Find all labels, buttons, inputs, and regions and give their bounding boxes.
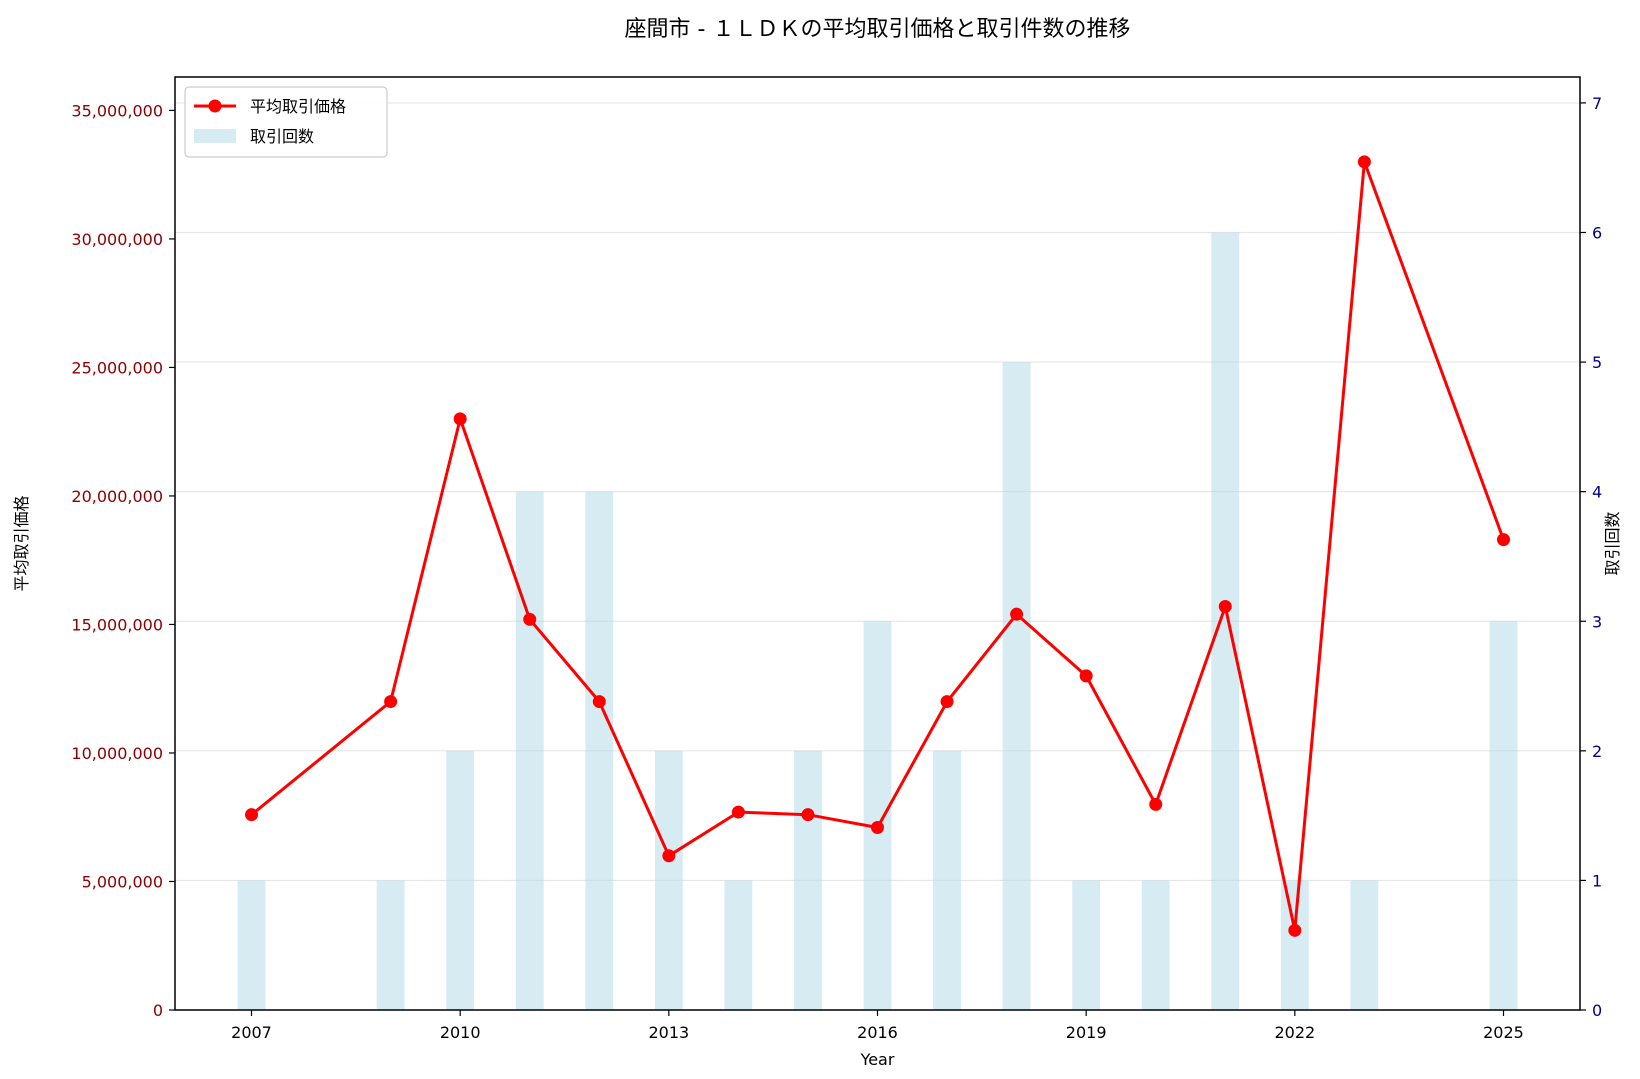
y-left-tick-label: 10,000,000 bbox=[71, 744, 163, 763]
price-point bbox=[1357, 155, 1371, 169]
y-left-tick-label: 15,000,000 bbox=[71, 615, 163, 634]
y-right-tick-label: 2 bbox=[1592, 742, 1602, 761]
x-tick-label: 2007 bbox=[231, 1023, 272, 1042]
y-left-tick-label: 30,000,000 bbox=[71, 230, 163, 249]
price-point bbox=[1079, 669, 1093, 683]
price-point bbox=[801, 808, 815, 822]
y-right-axis-label: 取引回数 bbox=[1603, 511, 1622, 575]
line-layer bbox=[245, 155, 1510, 937]
bar-mark bbox=[1002, 362, 1031, 1010]
price-point bbox=[1218, 599, 1232, 613]
price-point bbox=[453, 412, 467, 426]
x-tick-label: 2010 bbox=[440, 1023, 481, 1042]
legend-line-label: 平均取引価格 bbox=[250, 97, 346, 116]
price-point bbox=[592, 695, 606, 709]
price-point bbox=[1149, 797, 1163, 811]
axes-layer: 2007 2010 2013 2016 2019 2022 202505,000,00010… bbox=[71, 76, 1602, 1042]
price-point bbox=[1288, 923, 1302, 937]
bar-mark bbox=[1141, 880, 1170, 1010]
bar-mark bbox=[237, 880, 266, 1010]
bar-mark bbox=[376, 880, 405, 1010]
y-left-tick-label: 20,000,000 bbox=[71, 487, 163, 506]
price-point bbox=[1010, 607, 1024, 621]
price-point bbox=[940, 695, 954, 709]
chart-title: 座間市 - １ＬＤＫの平均取引価格と取引件数の推移 bbox=[625, 17, 1131, 42]
price-point bbox=[523, 612, 537, 626]
y-left-tick-label: 0 bbox=[153, 1001, 163, 1020]
y-right-tick-label: 0 bbox=[1592, 1001, 1602, 1020]
bar-mark bbox=[724, 880, 753, 1010]
legend: 平均取引価格 取引回数 bbox=[184, 86, 388, 158]
bar-mark bbox=[1211, 232, 1240, 1010]
bar-layer bbox=[237, 232, 1518, 1011]
price-point bbox=[662, 849, 676, 863]
price-point bbox=[384, 695, 398, 709]
legend-bar-swatch bbox=[194, 129, 236, 143]
bar-mark bbox=[585, 491, 614, 1011]
bar-mark bbox=[1072, 880, 1101, 1010]
bar-mark bbox=[515, 491, 544, 1011]
legend-bar-label: 取引回数 bbox=[250, 127, 314, 146]
bar-mark bbox=[654, 750, 683, 1010]
y-right-tick-label: 7 bbox=[1592, 94, 1602, 113]
price-point bbox=[871, 821, 884, 835]
bar-mark bbox=[933, 750, 961, 1010]
bar-mark bbox=[1350, 880, 1379, 1010]
y-right-tick-label: 4 bbox=[1592, 483, 1602, 502]
bar-mark bbox=[446, 750, 475, 1010]
price-point bbox=[245, 808, 259, 822]
y-left-tick-label: 5,000,000 bbox=[82, 872, 163, 891]
legend-line-marker bbox=[208, 99, 222, 113]
y-right-tick-label: 6 bbox=[1592, 224, 1602, 243]
bar-mark bbox=[794, 750, 822, 1010]
x-tick-label: 2022 bbox=[1274, 1023, 1315, 1042]
bar-mark bbox=[1280, 880, 1309, 1010]
x-axis-label: Year bbox=[860, 1050, 895, 1069]
x-tick-label: 2025 bbox=[1483, 1023, 1524, 1042]
y-right-tick-label: 5 bbox=[1592, 353, 1602, 372]
x-tick-label: 2013 bbox=[648, 1023, 689, 1042]
x-tick-label: 2016 bbox=[857, 1023, 898, 1042]
y-left-tick-label: 35,000,000 bbox=[71, 101, 163, 120]
bar-mark bbox=[1489, 621, 1518, 1010]
y-left-tick-label: 25,000,000 bbox=[71, 358, 163, 377]
price-point bbox=[1496, 533, 1510, 547]
bar-mark bbox=[863, 621, 892, 1010]
price-point bbox=[731, 805, 745, 819]
y-left-axis-label: 平均取引価格 bbox=[12, 495, 31, 591]
y-right-tick-label: 3 bbox=[1592, 612, 1602, 631]
x-tick-label: 2019 bbox=[1066, 1023, 1107, 1042]
y-right-tick-label: 1 bbox=[1592, 871, 1602, 890]
